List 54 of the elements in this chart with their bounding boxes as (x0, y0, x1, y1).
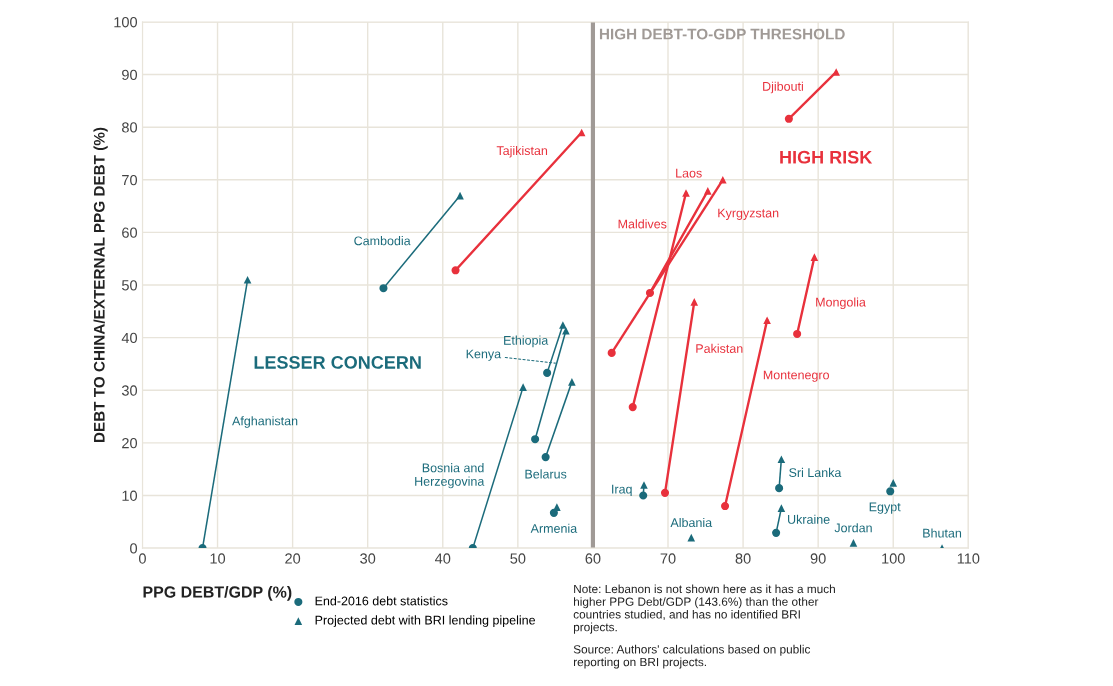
x-tick-label: 90 (810, 553, 826, 564)
series-label: Afghanistan (232, 416, 298, 428)
x-tick-label: 0 (138, 553, 146, 564)
y-tick-label: 90 (122, 69, 138, 80)
x-tick-label: 20 (285, 553, 301, 564)
series-label: Montenegro (763, 370, 830, 382)
legend-label: Projected debt with BRI lending pipeline (315, 615, 536, 627)
text: Note: Lebanon is not shown here as it has a much higher PPG Debt/GDP (143.6%) than the other countries studied, and has no identified BRI projects. (573, 584, 835, 634)
series-label: Mongolia (816, 297, 866, 310)
y-tick-label: 100 (114, 17, 138, 28)
y-tick-label: 20 (122, 437, 138, 449)
series-label: Sri Lanka (789, 467, 842, 478)
series-label: Tajikistan (496, 145, 548, 158)
series-label: Ukraine (788, 514, 830, 524)
annotation: HIGH RISK (780, 150, 873, 164)
x-tick-label: 70 (660, 553, 676, 564)
y-tick-label: 40 (121, 332, 138, 344)
series-label: Iraq (612, 484, 632, 497)
annotation: Armenia (530, 523, 578, 533)
y-axis-title: DEBT TO CHINA/EXTERNAL PPG DEBT (%) (93, 127, 108, 443)
series-label: Ethiopia (504, 335, 549, 348)
x-tick-label: 80 (735, 553, 751, 564)
annotation: Albania (670, 517, 713, 528)
text: Kenya (466, 349, 502, 361)
annotation: LESSER CONCERN (254, 356, 421, 369)
x-tick-label: 110 (957, 553, 980, 564)
x-tick-label: 30 (360, 553, 376, 564)
y-tick-label: 10 (122, 490, 138, 501)
y-tick-label: 80 (122, 122, 138, 133)
x-tick-label: 50 (510, 553, 526, 564)
source-note: Source: Authors' calculations based on public reporting on BRI projects. (573, 644, 811, 669)
series-label: Belarus (525, 469, 567, 479)
series-label: Laos (676, 168, 702, 178)
series-label: Cambodia (354, 236, 411, 246)
ref-line-label: HIGH DEBT-TO-GDP THRESHOLD (599, 28, 845, 40)
annotation: Jordan (834, 523, 872, 533)
series-label: Kyrgyzstan (718, 208, 779, 220)
y-tick-label: 0 (130, 543, 138, 554)
series-label: Maldives (618, 219, 667, 229)
y-tick-label: 70 (122, 174, 138, 186)
x-tick-label: 40 (435, 553, 451, 564)
annotation: Bhutan (923, 528, 962, 538)
x-tick-label: 10 (210, 553, 226, 564)
y-tick-label: 50 (121, 280, 138, 291)
x-axis-title: PPG DEBT/GDP (%) (143, 585, 292, 601)
series-label: Djibouti (763, 81, 803, 94)
series-label: Bosnia and Herzegovina (415, 463, 485, 489)
series-label: Pakistan (696, 343, 743, 353)
legend-label: End-2016 debt statistics (315, 596, 448, 606)
y-tick-label: 60 (122, 227, 138, 238)
x-tick-label: 60 (585, 553, 601, 564)
y-tick-label: 30 (121, 385, 138, 396)
annotation: Egypt (869, 502, 901, 514)
x-tick-label: 100 (882, 553, 905, 564)
